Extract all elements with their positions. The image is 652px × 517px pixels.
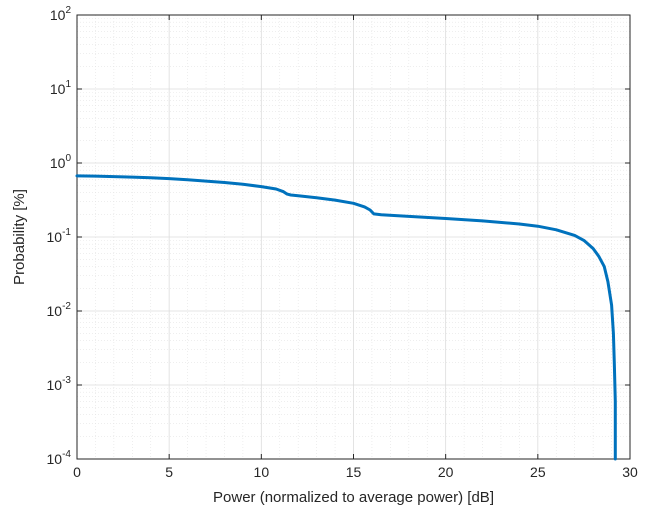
y-axis-label: Probability [%]	[11, 189, 28, 285]
y-tick-label: 102	[50, 5, 72, 23]
y-tick-label: 100	[50, 153, 72, 171]
x-tick-label: 15	[346, 464, 362, 480]
y-tick-label: 10-3	[47, 375, 72, 393]
x-tick-label: 20	[438, 464, 454, 480]
x-tick-label: 30	[622, 464, 638, 480]
y-tick-label: 10-2	[47, 301, 72, 319]
y-tick-label: 101	[50, 79, 72, 97]
x-axis: 0 5 10 15 20 25 30	[73, 15, 638, 480]
x-tick-label: 25	[530, 464, 546, 480]
y-tick-label: 10-1	[47, 227, 72, 245]
x-tick-label: 10	[254, 464, 270, 480]
series-line	[75, 174, 617, 461]
grid	[76, 14, 631, 460]
x-tick-label: 5	[165, 464, 173, 480]
x-axis-label: Power (normalized to average power) [dB]	[213, 489, 494, 506]
y-axis: 102 101 100 10-1 10-2 10-3 10-4	[47, 5, 630, 467]
y-tick-label: 10-4	[47, 449, 72, 467]
x-tick-label: 0	[73, 464, 81, 480]
